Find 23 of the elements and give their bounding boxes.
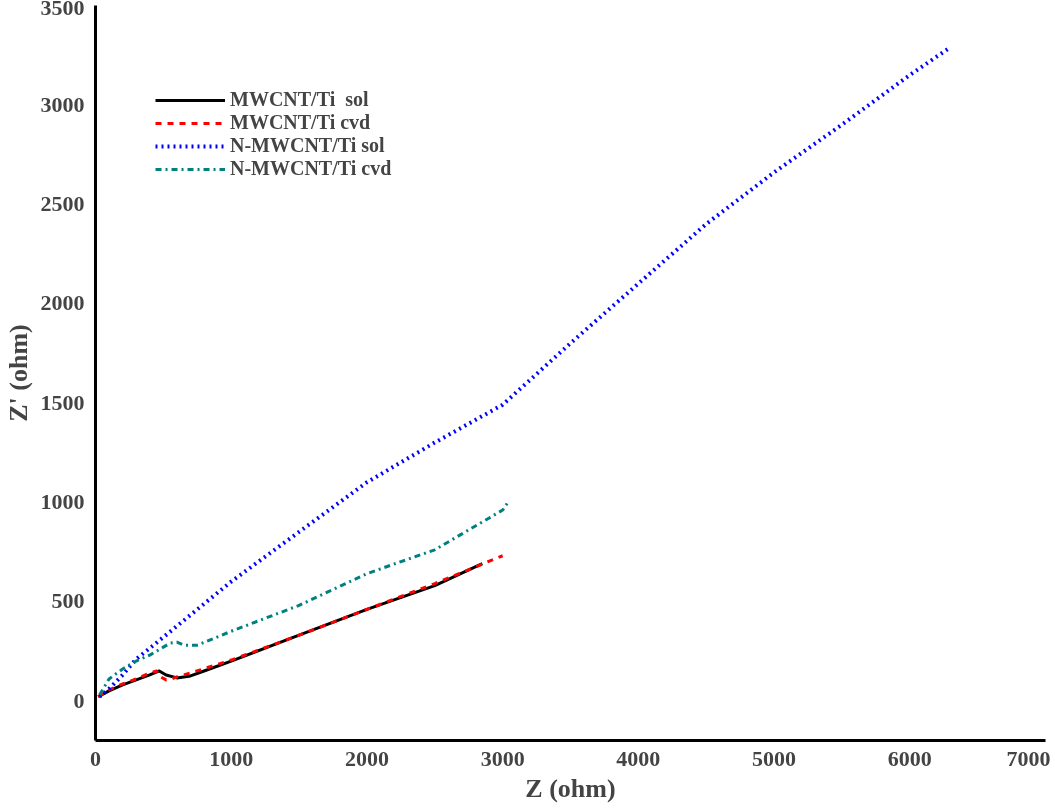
x-tick-label: 2000 — [344, 745, 389, 771]
y-tick-label: 1500 — [40, 389, 85, 415]
x-tick-label: 7000 — [1006, 745, 1051, 771]
legend-label: MWCNT/Ti cvd — [230, 111, 371, 134]
x-tick-label: 3000 — [480, 745, 525, 771]
x-tick-label: 1000 — [209, 745, 254, 771]
x-tick-label: 0 — [90, 745, 101, 771]
y-axis-title: Z' (ohm) — [3, 324, 33, 422]
line-series — [98, 498, 511, 697]
legend-label: MWCNT/Ti sol — [230, 88, 369, 111]
x-tick-label: 6000 — [887, 745, 932, 771]
y-tick-label: 1000 — [40, 489, 85, 515]
y-tick-label: 3000 — [40, 91, 85, 117]
x-axis-title: Z (ohm) — [525, 773, 616, 803]
legend-label: N-MWCNT/Ti sol — [230, 134, 385, 157]
y-tick-label: 2000 — [40, 290, 85, 316]
y-tick-label: 500 — [51, 588, 85, 614]
x-tick-label: 5000 — [752, 745, 797, 771]
y-tick-label: 0 — [73, 687, 85, 713]
y-tick-label: 3500 — [40, 0, 85, 20]
y-tick-label: 2500 — [40, 191, 85, 217]
legend-label: N-MWCNT/Ti cvd — [230, 157, 392, 180]
x-tick-label: 4000 — [616, 745, 661, 771]
